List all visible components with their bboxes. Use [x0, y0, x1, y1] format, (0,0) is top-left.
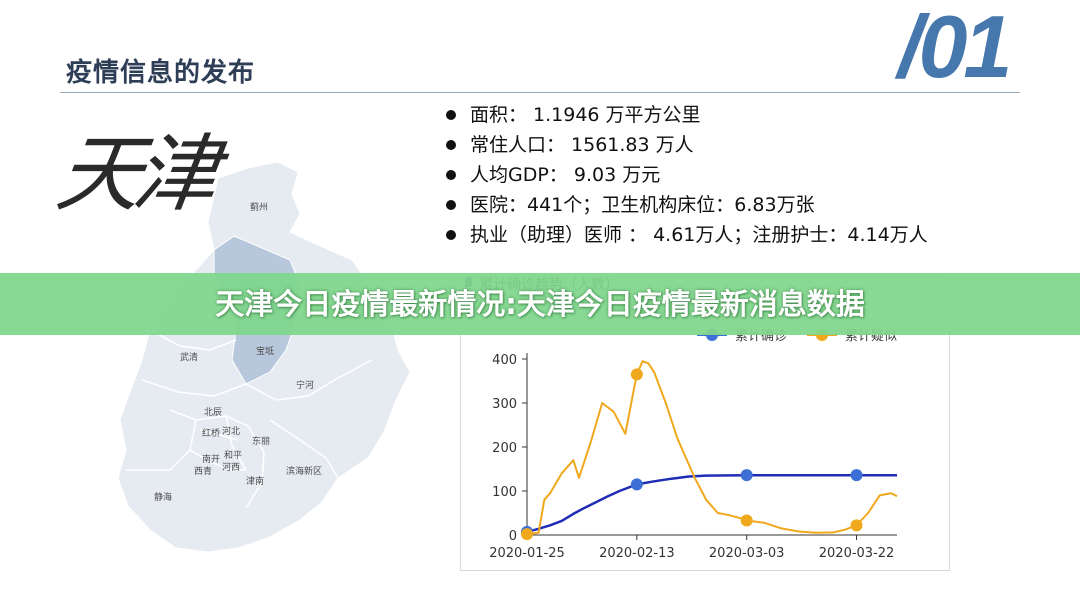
fact-text: 执业（助理）医师 ： 4.61万人；注册护士：4.14万人 — [470, 224, 928, 246]
fact-population: 常住人口： 1561.83 万人 — [446, 130, 928, 160]
series-2-point — [521, 528, 533, 541]
y-tick-label: 100 — [492, 485, 517, 500]
headline-text[interactable]: 天津今日疫情最新情况:天津今日疫情最新消息数据 — [215, 287, 865, 321]
map-label-dongli: 东丽 — [252, 435, 270, 447]
fact-text: 面积： 1.1946 万平方公里 — [470, 104, 701, 126]
fact-text: 人均GDP： 9.03 万元 — [470, 164, 661, 186]
series-1-point — [740, 469, 753, 482]
x-tick-label: 2020-02-13 — [599, 546, 675, 561]
bullet-dot — [446, 230, 456, 240]
map-label-hexi: 河西 — [222, 461, 240, 473]
fact-gdp: 人均GDP： 9.03 万元 — [446, 160, 928, 190]
y-tick-label: 200 — [492, 441, 517, 456]
title-divider — [60, 92, 1020, 93]
x-tick-label: 2020-03-03 — [709, 546, 785, 561]
fact-text: 医院：441个；卫生机构床位：6.83万张 — [470, 194, 815, 216]
district-borders — [126, 329, 373, 509]
bullet-dot — [446, 140, 456, 150]
map-label-beichen: 北辰 — [204, 407, 222, 418]
map-label-jizhou: 蓟州 — [250, 201, 268, 213]
map-label-ninghe: 宁河 — [296, 379, 314, 391]
page-title: 疫情信息的发布 — [66, 58, 256, 88]
chart-canvas: 累计确诊趋势（人数）01002003004002020-01-252020-02… — [465, 277, 898, 561]
series-2-point — [850, 519, 863, 532]
series-2-point — [630, 368, 643, 381]
map-label-jinnan: 津南 — [246, 475, 264, 487]
x-tick-label: 2020-03-22 — [819, 546, 895, 561]
bullet-dot — [446, 200, 456, 210]
x-tick-label: 2020-01-25 — [489, 546, 565, 561]
y-tick-label: 0 — [509, 529, 517, 544]
map-label-binhai: 滨海新区 — [286, 465, 322, 477]
map-label-baodi: 宝坻 — [256, 345, 274, 357]
series-line-2 — [526, 360, 898, 536]
city-calligraphy: 天津 — [51, 125, 217, 223]
fact-text: 常住人口： 1561.83 万人 — [470, 134, 694, 156]
y-tick-label: 300 — [492, 397, 517, 412]
fact-area: 面积： 1.1946 万平方公里 — [446, 100, 928, 130]
map-label-nankai: 南开 — [202, 453, 220, 465]
headline-banner: 天津今日疫情最新情况:天津今日疫情最新消息数据 — [0, 273, 1080, 335]
map-label-hongqiao: 红桥 — [202, 427, 220, 439]
series-line-1 — [526, 473, 897, 534]
facts-list: 面积： 1.1946 万平方公里 常住人口： 1561.83 万人 人均GDP：… — [446, 100, 928, 250]
series-1-point — [850, 469, 863, 482]
map-label-jinghai: 静海 — [154, 491, 172, 503]
series-1-point — [630, 478, 643, 491]
map-label-hebei: 河北 — [222, 425, 240, 437]
fact-doctors: 执业（助理）医师 ： 4.61万人；注册护士：4.14万人 — [446, 220, 928, 250]
bullet-dot — [446, 170, 456, 180]
map-label-xiqing: 西青 — [194, 465, 212, 477]
bullet-dot — [446, 110, 456, 120]
series-2-point — [740, 514, 753, 527]
fact-hospitals: 医院：441个；卫生机构床位：6.83万张 — [446, 190, 928, 220]
y-tick-label: 400 — [492, 353, 517, 368]
map-label-heping: 和平 — [224, 450, 242, 461]
page-number: /01 — [898, 0, 1012, 96]
map-label-wuqing: 武清 — [180, 351, 198, 363]
